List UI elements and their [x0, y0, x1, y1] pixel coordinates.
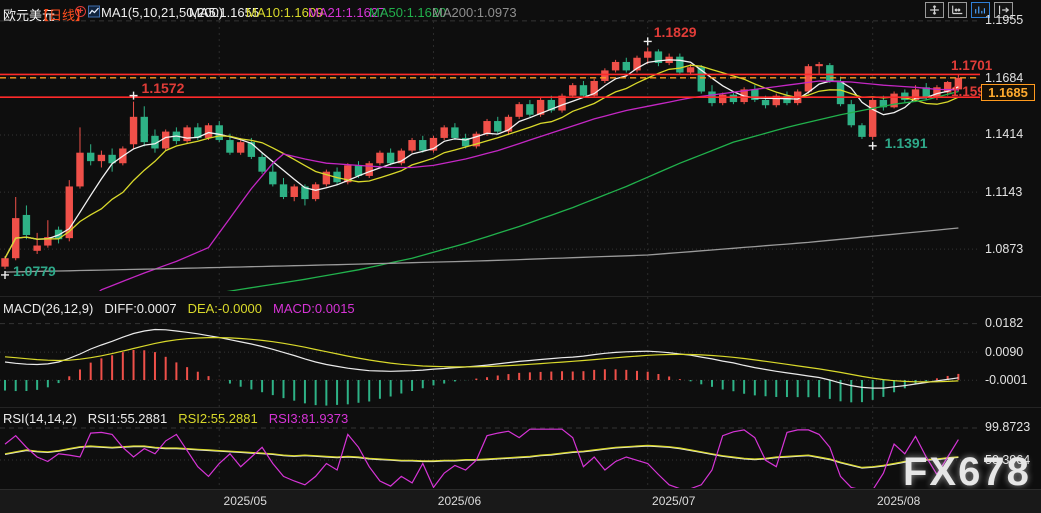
- price-extreme-markers: [1, 37, 877, 279]
- macd-histogram: [4, 350, 960, 406]
- time-axis-label: 2025/08: [876, 494, 921, 508]
- annotation-label: 1.1391: [884, 134, 928, 151]
- axis-scale-icon[interactable]: [948, 2, 967, 18]
- watermark: FX678: [903, 450, 1031, 494]
- rsi2-line: [4, 444, 959, 469]
- annotation-label: 1.1572: [141, 79, 185, 96]
- time-axis-label: 2025/05: [223, 494, 267, 508]
- annotation-label: 1.1829: [653, 24, 697, 41]
- rsi-header-item: RSI(14,14,2): [3, 411, 77, 426]
- pan-tool-icon[interactable]: [925, 2, 944, 18]
- ma-settings-label: MA1(5,10,21,50,200): [101, 5, 224, 20]
- rsi-header-item: RSI3:81.9373: [268, 411, 349, 426]
- macd-header-item: MACD(26,12,9): [3, 301, 94, 316]
- price-axis-label: 1.0873: [985, 241, 1024, 256]
- rsi-header-item: RSI2:55.2881: [178, 411, 258, 426]
- macd-header-item: DIFF:0.0007: [104, 301, 177, 316]
- rsi3-line: [4, 428, 959, 488]
- chart-style-icon[interactable]: [971, 2, 990, 18]
- line-chart-icon[interactable]: [88, 5, 100, 18]
- add-indicator-icon[interactable]: +: [75, 6, 86, 17]
- macd-diff-line: [4, 328, 959, 389]
- ma-legend-item: MA50:1.1620: [369, 5, 447, 20]
- ma-line-MA50: [226, 90, 959, 291]
- ma-legend-item: MA10:1.1609: [246, 5, 324, 20]
- time-axis-label: 2025/07: [652, 494, 696, 508]
- rsi-header-row: RSI(14,14,2) RSI1:55.2881 RSI2:55.2881 RSI3…: [3, 411, 348, 426]
- time-axis-label: 2025/06: [437, 494, 482, 508]
- price-axis-label: 1.1143: [985, 184, 1023, 199]
- annotation-label: 1.0779: [13, 262, 56, 279]
- price-axis-label: 1.1414: [985, 127, 1024, 142]
- collapse-panel-icon[interactable]: [994, 2, 1013, 18]
- ma-legend-item: MA5:1.1655: [189, 5, 260, 20]
- ma-legend-item: MA21:1.1627: [308, 5, 386, 20]
- gridlines: [0, 20, 1041, 488]
- ma-line-MA21: [99, 80, 959, 291]
- price-axis-label: 1.1955: [985, 13, 1024, 28]
- macd-header-row: MACD(26,12,9) DIFF:0.0007 DEA:-0.0000 MACD:…: [3, 301, 355, 316]
- macd-axis-label: 0.0090: [985, 344, 1024, 359]
- time-axis-bar: 2025/05 2025/06 2025/07 2025/08: [0, 489, 1041, 513]
- price-axis-label: 1.1684: [985, 70, 1024, 85]
- last-price-tag: 1.1685: [981, 84, 1035, 101]
- macd-header-item: MACD:0.0015: [273, 301, 355, 316]
- macd-axis-label: 0.0182: [985, 316, 1024, 331]
- resistance-label: 1.1701: [951, 58, 993, 74]
- rsi-axis-label: 99.8723: [985, 420, 1031, 435]
- symbol-name: 欧元美元: [3, 8, 56, 23]
- ma-legend-item: MA200:1.0973: [432, 5, 517, 20]
- rsi-header-item: RSI1:55.2881: [87, 411, 168, 426]
- macd-axis-label: -0.0001: [985, 372, 1028, 387]
- ma-line-MA200: [4, 227, 959, 273]
- macd-dea-line: [4, 337, 959, 383]
- macd-header-item: DEA:-0.0000: [187, 301, 263, 316]
- rsi-axis-label: 50.3964: [985, 452, 1031, 467]
